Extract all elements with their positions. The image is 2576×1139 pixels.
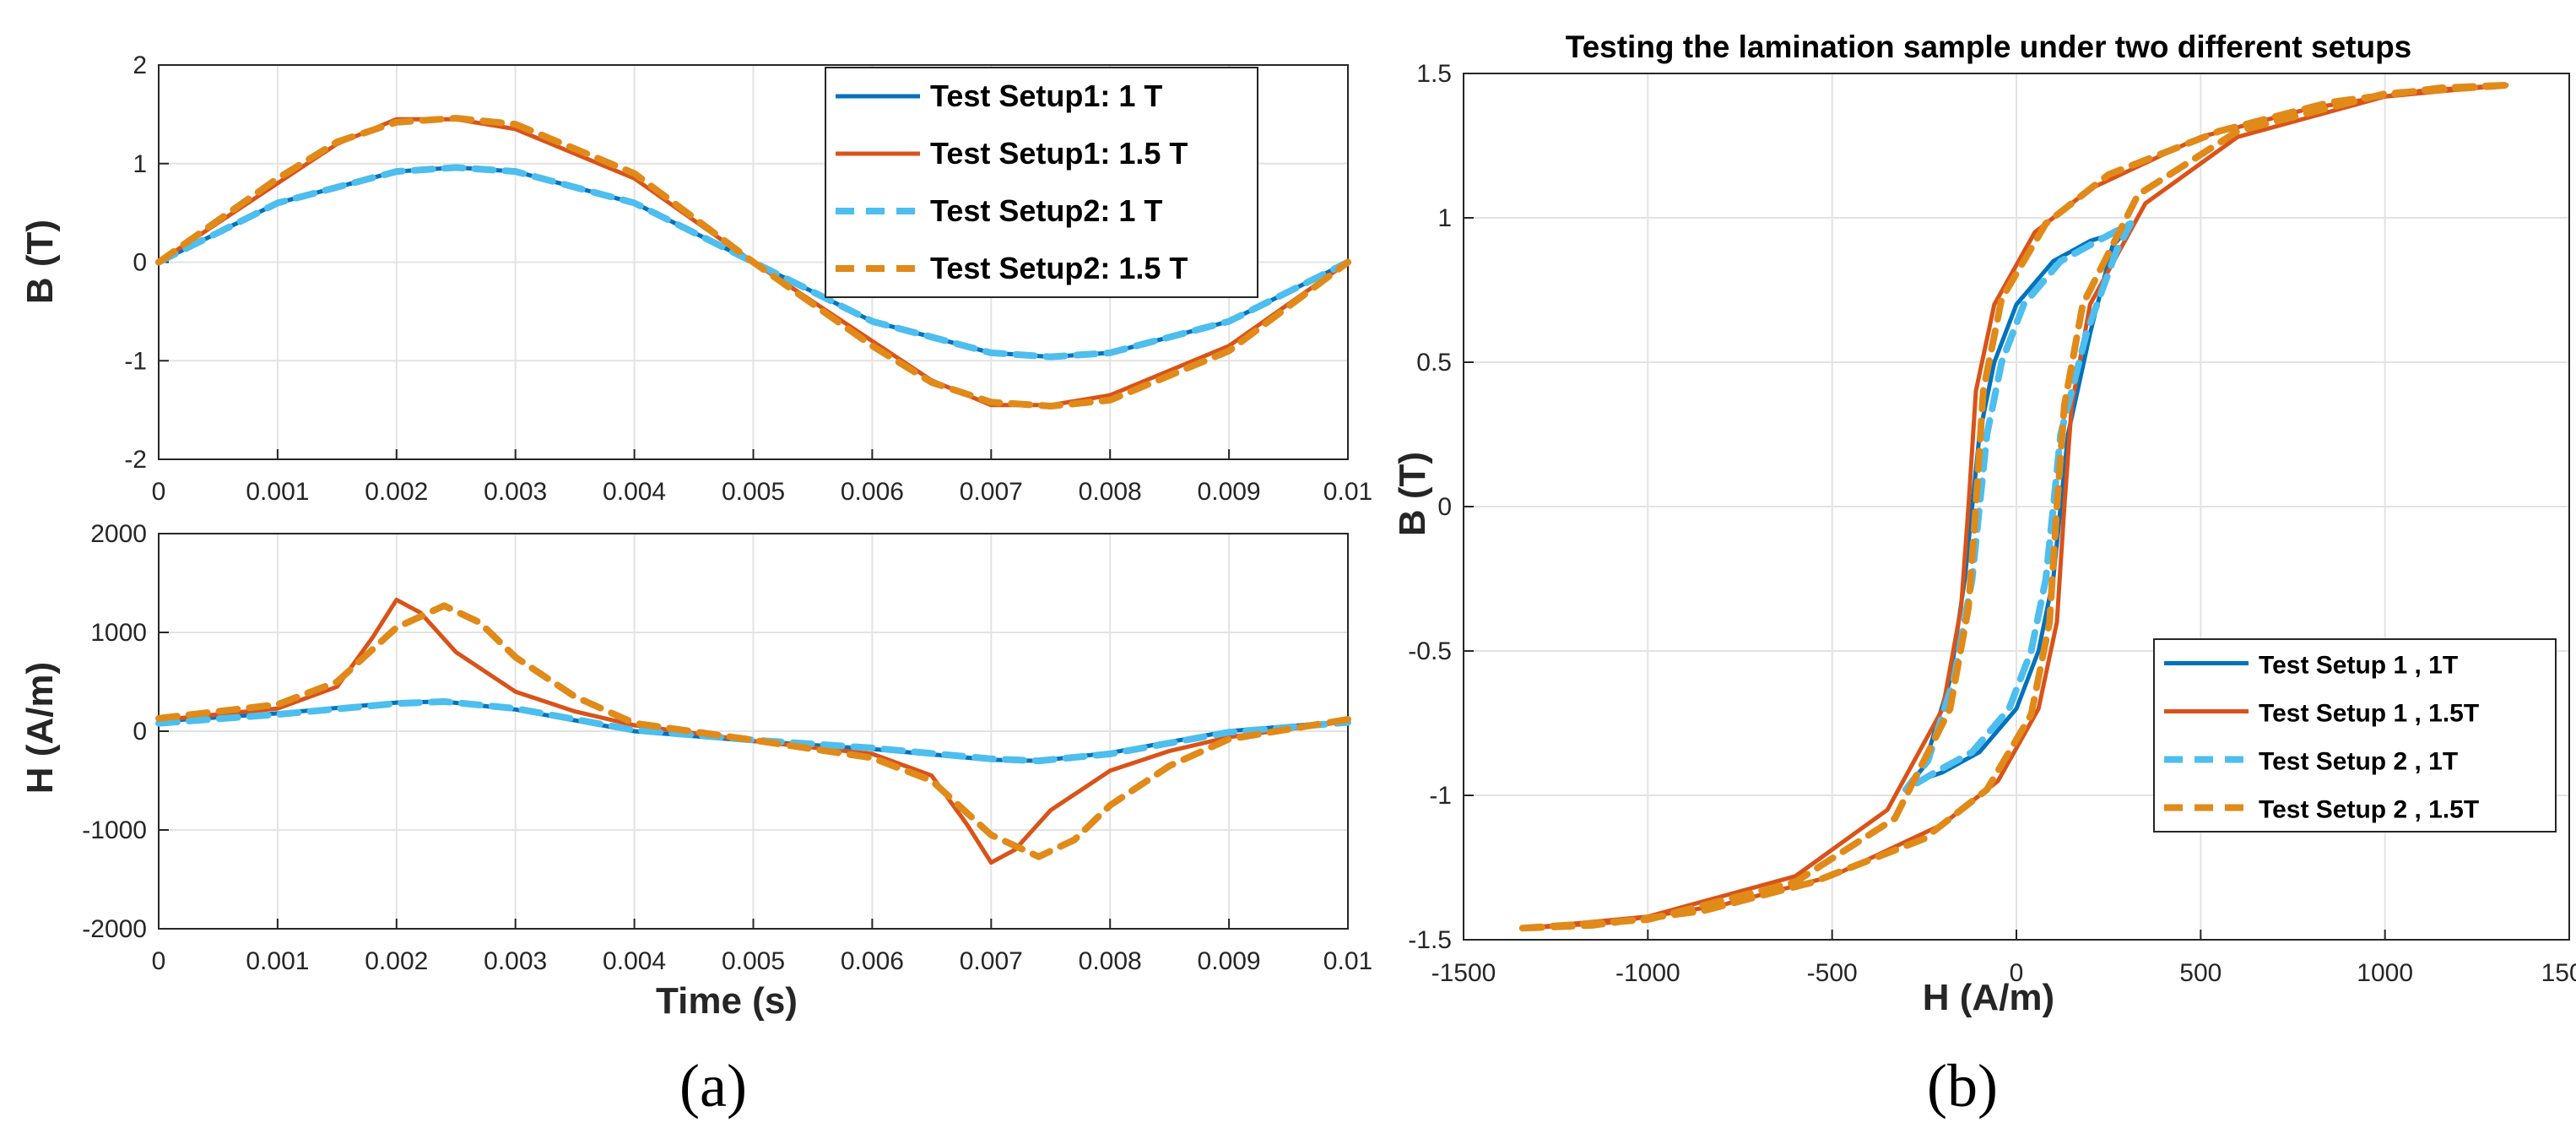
panel-b-title: Testing the lamination sample under two … <box>1566 30 2412 64</box>
y-tick-label: 1.5 <box>1416 60 1452 88</box>
panel-b-xlabel: H (A/m) <box>1923 977 2054 1018</box>
panel-b-ylabel: B (T) <box>1392 452 1433 536</box>
y-tick-label: -1 <box>1429 782 1452 810</box>
y-tick-label: 1 <box>133 150 147 178</box>
y-tick-label: -1.5 <box>1408 926 1452 954</box>
y-tick-label: -0.5 <box>1408 637 1452 665</box>
x-tick-label: 1000 <box>2357 959 2413 987</box>
series-line-4 <box>1518 81 2514 932</box>
legend-label: Test Setup2: 1.5 T <box>930 251 1188 285</box>
series-line-4 <box>155 602 1351 860</box>
y-tick-label: 0 <box>133 249 147 277</box>
x-tick-label: 0.005 <box>722 478 785 506</box>
series-line-3 <box>155 697 1351 765</box>
legend-box <box>825 67 1258 298</box>
y-tick-label: -1 <box>124 347 147 375</box>
x-tick-label: 0 <box>2010 959 2024 987</box>
x-tick-label: 0 <box>152 478 166 506</box>
legend-label: Test Setup 1 , 1T <box>2259 652 2458 680</box>
y-tick-label: -2 <box>124 446 147 474</box>
y-tick-label: 1000 <box>90 619 147 647</box>
y-tick-label: 2000 <box>90 520 147 548</box>
y-tick-label: 0.5 <box>1416 349 1452 377</box>
x-tick-label: 0.01 <box>1323 478 1372 506</box>
panel-a-xlabel: Time (s) <box>656 980 798 1022</box>
legend-label: Test Setup1: 1.5 T <box>930 136 1188 171</box>
panel-a-bottom-plot: 0 0.001 0.002 0.003 0.004 0.005 0.006 0.007 0.00… <box>82 520 1372 975</box>
x-tick-label: 0.002 <box>365 947 428 975</box>
legend-box <box>2153 638 2557 833</box>
panel-a-bottom-ylabel: H (A/m) <box>19 662 61 794</box>
x-tick-label: -500 <box>1807 959 1858 987</box>
x-tick-label: 0.006 <box>841 478 904 506</box>
x-tick-label: 0.008 <box>1079 947 1142 975</box>
legend-label: Test Setup1: 1 T <box>930 79 1162 113</box>
x-tick-label: 0.007 <box>960 478 1023 506</box>
x-tick-label: 0 <box>152 947 166 975</box>
x-tick-label: 0.008 <box>1079 478 1142 506</box>
x-tick-label: 0.004 <box>603 478 666 506</box>
x-tick-label: 0.002 <box>365 478 428 506</box>
caption-b: (b) <box>1927 1052 1998 1120</box>
x-tick-label: -1000 <box>1615 959 1680 987</box>
x-tick-label: 0.009 <box>1198 947 1261 975</box>
series-line-4 <box>155 115 1351 409</box>
x-tick-label: 0.007 <box>960 947 1023 975</box>
x-tick-label: 0.001 <box>246 478 309 506</box>
panel-b-plot: -1500 -1000 -500 0 500 1000 1500 -1.5 -1 -0.5 0 0.5… <box>1408 60 2576 987</box>
x-tick-label: 0.003 <box>484 947 547 975</box>
panel-a-top-ylabel: B (T) <box>19 220 61 304</box>
series-line-3 <box>155 164 1351 361</box>
x-tick-label: 1500 <box>2541 959 2576 987</box>
x-tick-label: 0.005 <box>722 947 785 975</box>
x-tick-label: 0.01 <box>1323 947 1372 975</box>
legend-label: Test Setup 2 , 1.5T <box>2259 796 2479 824</box>
legend-label: Test Setup2: 1 T <box>930 193 1162 228</box>
x-tick-label: -1500 <box>1431 959 1496 987</box>
y-tick-label: 0 <box>1437 493 1452 521</box>
x-tick-label: 500 <box>2179 959 2222 987</box>
caption-a: (a) <box>679 1052 747 1120</box>
legend-label: Test Setup 1 , 1.5T <box>2259 700 2479 728</box>
y-tick-label: -1000 <box>82 816 147 844</box>
y-tick-label: 0 <box>133 718 147 746</box>
y-tick-label: 2 <box>133 52 147 79</box>
x-tick-label: 0.009 <box>1198 478 1261 506</box>
y-tick-label: 1 <box>1437 204 1452 232</box>
x-tick-label: 0.001 <box>246 947 309 975</box>
x-tick-label: 0.004 <box>603 947 666 975</box>
panel-a-top-plot: 0 0.001 0.002 0.003 0.004 0.005 0.006 0.007 0.00… <box>124 52 1372 506</box>
x-tick-label: 0.003 <box>484 478 547 506</box>
legend-label: Test Setup 2 , 1T <box>2259 748 2458 776</box>
x-tick-label: 0.006 <box>841 947 904 975</box>
y-tick-label: -2000 <box>82 915 147 943</box>
